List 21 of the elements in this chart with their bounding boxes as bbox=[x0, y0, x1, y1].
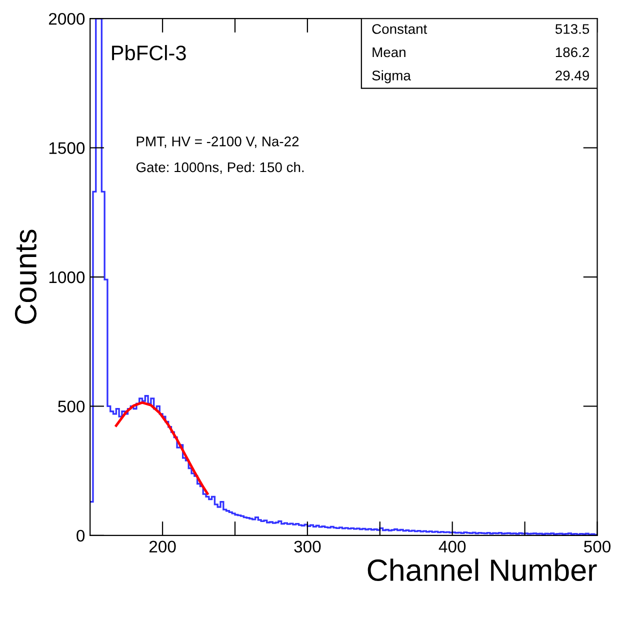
annotation: 29.49 bbox=[556, 70, 589, 80]
x-tick-label: 400 bbox=[438, 540, 466, 553]
annotation: PMT, HV = -2100 V, Na-22 bbox=[136, 136, 299, 148]
annotation: Constant bbox=[372, 24, 428, 34]
y-tick-label: 500 bbox=[58, 400, 85, 412]
y-axis-title: Counts bbox=[14, 230, 37, 324]
y-tick-label: 2000 bbox=[48, 12, 85, 25]
line-series bbox=[114, 401, 209, 495]
x-tick-label: 300 bbox=[294, 540, 321, 553]
annotation: Sigma bbox=[372, 70, 411, 84]
annotation: Gate: 1000ns, Ped: 150 ch. bbox=[136, 162, 304, 174]
annotation: PbFCl-3 bbox=[112, 45, 186, 60]
y-tick-label: 1500 bbox=[49, 142, 85, 154]
annotation: Mean bbox=[372, 47, 406, 58]
y-tick-label: 1000 bbox=[49, 271, 85, 284]
x-tick-label: 500 bbox=[584, 540, 611, 553]
x-axis-title: Channel Number bbox=[368, 558, 597, 582]
y-tick-label: 0 bbox=[76, 530, 85, 542]
annotation: 186.2 bbox=[556, 47, 589, 58]
x-tick-label: 200 bbox=[149, 540, 176, 553]
annotation: 513.5 bbox=[555, 24, 590, 34]
